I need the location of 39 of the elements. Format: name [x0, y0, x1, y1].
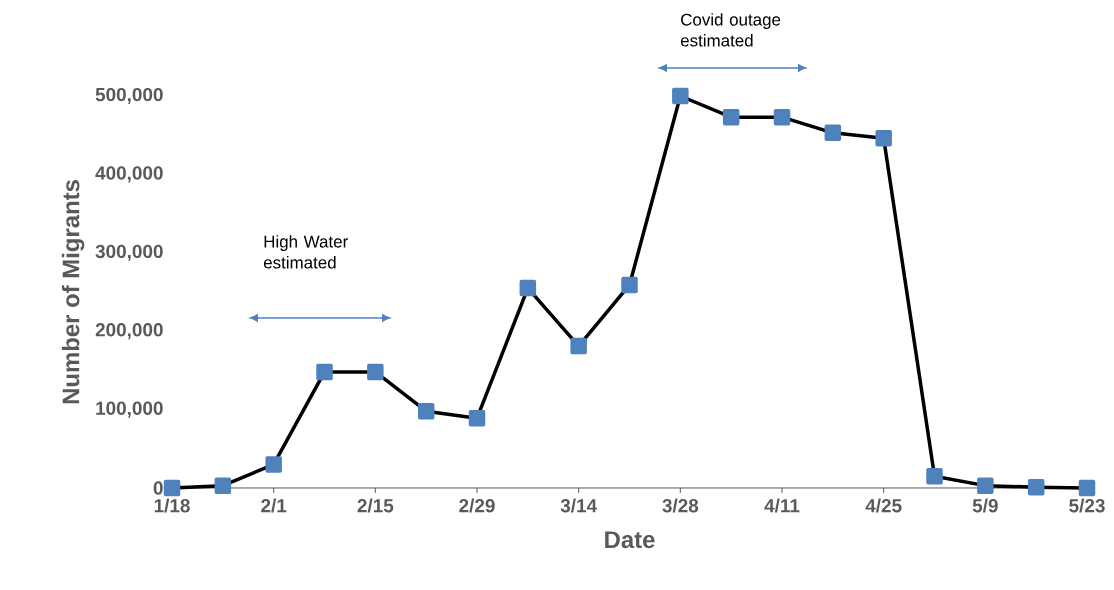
- point: [316, 363, 333, 381]
- x-axis-title: Date: [605, 531, 655, 549]
- point: [1027, 478, 1045, 496]
- point: [265, 456, 282, 473]
- point: [468, 409, 486, 427]
- x-tick-label: 2/15: [357, 498, 394, 513]
- x-tick-label: 4/25: [865, 498, 902, 513]
- y-tick-label: 300,000: [95, 244, 163, 261]
- point: [417, 402, 435, 420]
- point: [1078, 479, 1096, 497]
- point: [519, 279, 537, 297]
- x-tick-label: 3/14: [560, 498, 597, 513]
- point: [570, 337, 587, 355]
- x-tick-label: 1/18: [154, 498, 190, 513]
- point: [926, 467, 943, 485]
- y-tick-label: 500,000: [95, 87, 163, 105]
- y-tick-label: 200,000: [95, 323, 163, 340]
- x-tick-label: 5/9: [972, 498, 998, 513]
- point: [367, 363, 384, 381]
- x-tick-label: 3/28: [662, 498, 699, 513]
- point: [977, 477, 994, 494]
- x-tick-label: 2/29: [459, 498, 495, 513]
- x-tick-label: 5/23: [1069, 498, 1105, 513]
- y-tick-label: 0: [153, 481, 163, 495]
- point: [722, 108, 740, 126]
- y-tick-label: 100,000: [96, 401, 163, 418]
- y-tick-label: 400,000: [95, 166, 163, 183]
- annotation: High Water estimated: [263, 235, 348, 269]
- text: Covid outage estimated: [680, 13, 781, 47]
- point: [672, 87, 689, 105]
- point: [163, 479, 181, 497]
- x-tick-label: 2/1: [261, 498, 287, 513]
- x-tick-label: 4/11: [764, 498, 800, 513]
- point: [773, 108, 791, 126]
- point: [824, 124, 842, 142]
- point: [875, 130, 892, 147]
- y-axis-title: Number of Migrants: [61, 180, 85, 404]
- point: [214, 477, 232, 494]
- point: [621, 276, 638, 294]
